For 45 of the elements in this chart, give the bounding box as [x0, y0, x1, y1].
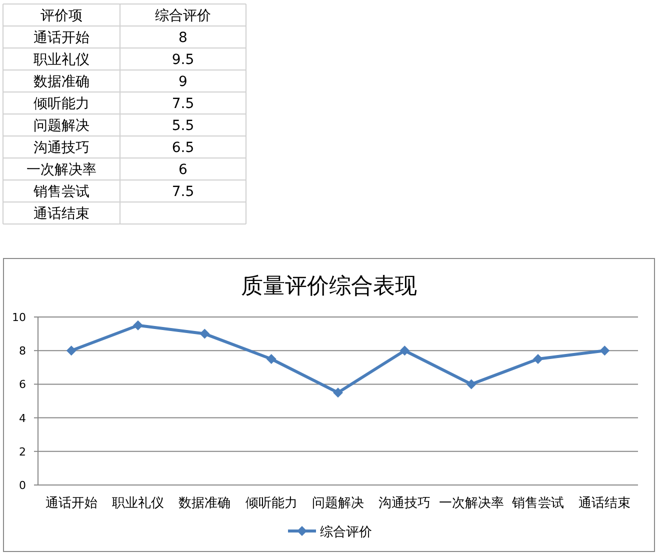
point: [200, 328, 210, 339]
y-tick-label: 10: [12, 311, 26, 324]
text: 8: [178, 30, 188, 46]
point: [466, 379, 476, 390]
text: 职业礼仪: [34, 52, 90, 68]
y-tick-label: 0: [19, 479, 26, 492]
point: [266, 354, 276, 364]
text: 沟通技巧: [34, 140, 90, 156]
text: 数据准确: [34, 74, 90, 90]
y-tick-label: 6: [19, 378, 26, 392]
point: [333, 388, 343, 398]
text: 通话结束: [34, 206, 90, 222]
x-tick-label: 数据准确: [178, 496, 231, 511]
x-tick-label: 通话结束: [578, 496, 631, 511]
text: 一次解决率: [26, 162, 96, 178]
text: 销售尝试: [32, 184, 90, 200]
text: 9.5: [172, 52, 194, 68]
x-tick-label: 倾听能力: [245, 496, 298, 511]
text: 6.5: [172, 140, 194, 156]
x-tick-label: 沟通技巧: [378, 496, 431, 511]
x-tick-label: 问题解决: [312, 496, 364, 511]
legend-label: 综合评价: [320, 525, 372, 540]
text: 评价项: [40, 8, 82, 24]
x-tick-label: 销售尝试: [511, 496, 564, 511]
text: 问题解决: [34, 118, 90, 134]
y-tick-label: 4: [19, 412, 26, 425]
y-tick-label: 8: [19, 344, 26, 358]
text: 通话开始: [34, 30, 90, 46]
point: [400, 346, 410, 356]
text: 9: [178, 74, 188, 90]
point: [133, 320, 143, 330]
point: [66, 346, 76, 356]
text: 5.5: [172, 118, 194, 134]
x-tick-label: 一次解决率: [438, 495, 504, 511]
y-tick-label: 2: [19, 445, 26, 458]
text: 倾听能力: [34, 96, 90, 112]
text: 6: [178, 162, 188, 178]
x-tick-label: 职业礼仪: [112, 496, 164, 511]
text: 7.5: [172, 184, 194, 200]
chart-title: 质量评价综合表现: [241, 274, 417, 299]
x-tick-label: 通话开始: [45, 496, 98, 511]
text: 综合评价: [155, 8, 211, 24]
point: [533, 354, 543, 364]
point: [600, 346, 610, 356]
text: 7.5: [172, 96, 194, 112]
